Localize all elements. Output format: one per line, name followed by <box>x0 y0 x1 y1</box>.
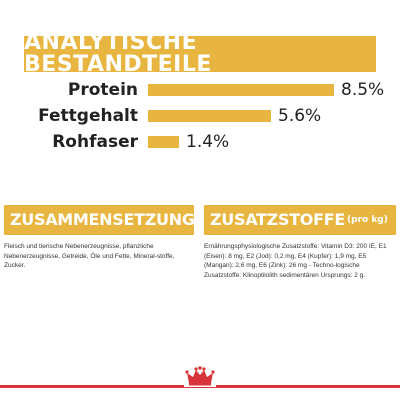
analytical-banner: ANALYTISCHE BESTANDTEILE <box>24 32 376 76</box>
nutrient-bar-protein <box>148 84 334 96</box>
royal-canin-crown-icon <box>184 366 216 387</box>
additives-title: ZUSATZSTOFFE <box>210 210 346 229</box>
banner-title: ANALYTISCHE BESTANDTEILE <box>24 30 212 77</box>
composition-header: ZUSAMMENSETZUNG <box>4 205 194 235</box>
nutrient-label-protein: Protein <box>67 80 138 100</box>
nutrient-label-fiber: Rohfaser <box>52 132 138 152</box>
additives-text: Ernährungsphysiologische Zusatzstoffe: V… <box>204 243 387 279</box>
nutrient-value-fiber: 1.4% <box>186 132 230 152</box>
nutrient-value-fat: 5.6% <box>278 106 322 126</box>
nutrient-label-fat: Fettgehalt <box>38 106 138 126</box>
nutrient-value-protein: 8.5% <box>341 80 385 100</box>
composition-title: ZUSAMMENSETZUNG <box>10 210 194 229</box>
additives-subtitle: (pro kg) <box>347 215 388 225</box>
additives-header: ZUSATZSTOFFE (pro kg) <box>204 205 396 235</box>
nutrient-bar-fiber <box>148 136 179 148</box>
composition-text: Fleisch und tierische Nebenerzeugnisse, … <box>4 243 175 270</box>
nutrient-bar-fat <box>148 110 271 122</box>
